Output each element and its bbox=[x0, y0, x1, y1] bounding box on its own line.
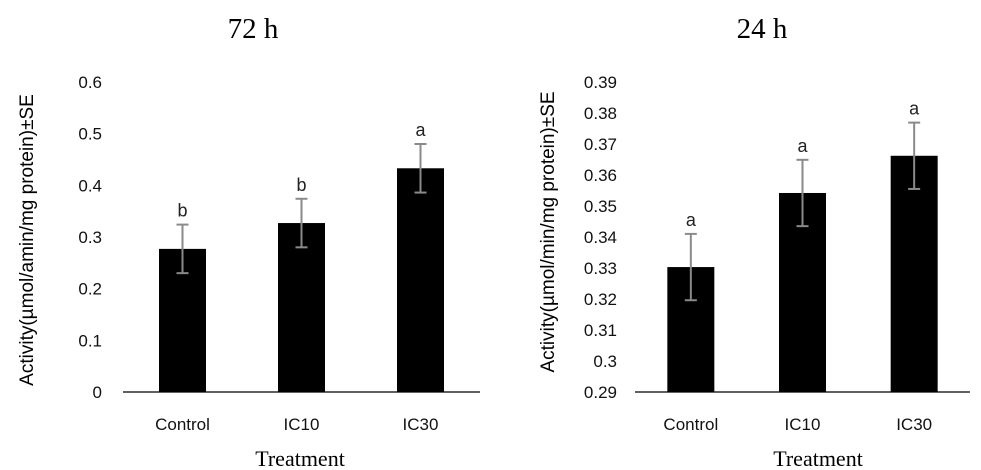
y-tick-label: 0.3 bbox=[593, 352, 617, 371]
y-tick-label: 0.33 bbox=[584, 259, 617, 278]
plot-area: a Control a IC10 a IC30 bbox=[635, 99, 970, 434]
significance-label: a bbox=[415, 120, 426, 140]
y-tick-label: 0.29 bbox=[584, 383, 617, 402]
y-tick-label: 0.1 bbox=[78, 331, 102, 350]
y-ticks: 0.29 0.3 0.31 0.32 0.33 0.34 0.35 0.36 0.37 0.38 0… bbox=[584, 73, 617, 402]
plot-area: b Control b IC10 a IC30 bbox=[123, 120, 480, 434]
x-tick-label: IC10 bbox=[284, 415, 320, 434]
bar bbox=[278, 223, 325, 392]
y-tick-label: 0.38 bbox=[584, 104, 617, 123]
x-tick-label: IC10 bbox=[785, 415, 821, 434]
significance-label: b bbox=[296, 175, 306, 195]
x-tick-label: IC30 bbox=[896, 415, 932, 434]
bar bbox=[890, 155, 938, 392]
x-axis-label: Treatment bbox=[255, 446, 345, 470]
y-tick-label: 0.32 bbox=[584, 290, 617, 309]
x-tick-label: Control bbox=[663, 415, 718, 434]
significance-label: a bbox=[797, 136, 808, 156]
y-tick-label: 0.5 bbox=[78, 125, 102, 144]
y-tick-label: 0 bbox=[93, 383, 102, 402]
x-axis-label: Treatment bbox=[773, 446, 863, 470]
y-tick-label: 0.36 bbox=[584, 166, 617, 185]
y-tick-label: 0.37 bbox=[584, 135, 617, 154]
bar bbox=[397, 168, 444, 392]
y-tick-label: 0.39 bbox=[584, 73, 617, 92]
y-tick-label: 0.3 bbox=[78, 228, 102, 247]
y-axis-label: Activity(µmol/amin/mg protein)±SE bbox=[17, 94, 38, 386]
y-tick-label: 0.6 bbox=[78, 73, 102, 92]
chart-24h: 24 h Activity(µmol/min/mg protein)±SE Tr… bbox=[538, 13, 970, 470]
chart-72h: 72 h Activity(µmol/amin/mg protein)±SE T… bbox=[17, 13, 480, 470]
x-tick-label: IC30 bbox=[403, 415, 439, 434]
y-axis-label: Activity(µmol/min/mg protein)±SE bbox=[538, 91, 559, 372]
significance-label: a bbox=[909, 99, 920, 119]
significance-label: b bbox=[177, 201, 187, 221]
y-tick-label: 0.35 bbox=[584, 197, 617, 216]
y-tick-label: 0.4 bbox=[78, 176, 102, 195]
y-tick-label: 0.2 bbox=[78, 280, 102, 299]
y-tick-label: 0.34 bbox=[584, 228, 617, 247]
x-tick-label: Control bbox=[155, 415, 210, 434]
y-tick-label: 0.31 bbox=[584, 321, 617, 340]
significance-label: a bbox=[686, 210, 697, 230]
y-ticks: 0 0.1 0.2 0.3 0.4 0.5 0.6 bbox=[78, 73, 102, 402]
chart-title: 24 h bbox=[737, 13, 788, 45]
chart-title: 72 h bbox=[228, 13, 279, 45]
